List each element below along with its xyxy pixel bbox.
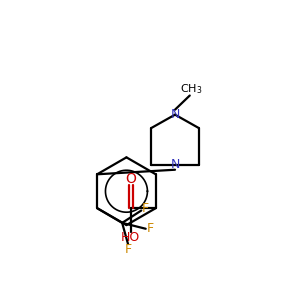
- Text: N: N: [170, 108, 180, 121]
- Text: CH$_3$: CH$_3$: [180, 82, 203, 96]
- Text: F: F: [141, 202, 148, 215]
- Text: F: F: [147, 222, 154, 235]
- Text: O: O: [125, 172, 136, 186]
- Text: F: F: [124, 243, 132, 256]
- Text: N: N: [170, 158, 180, 171]
- Text: HO: HO: [121, 231, 140, 244]
